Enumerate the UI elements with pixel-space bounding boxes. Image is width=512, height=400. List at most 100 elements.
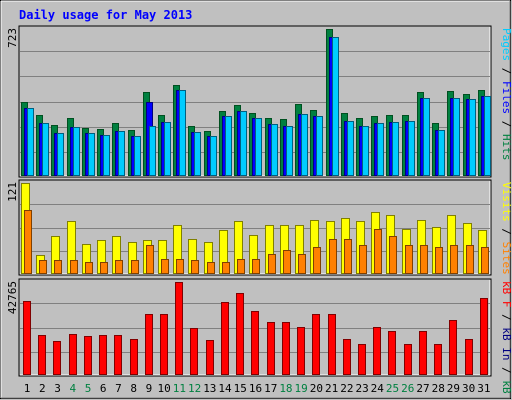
legend-top: Pages / Files / Hits xyxy=(500,28,512,161)
bar-sites-10 xyxy=(161,259,169,274)
bar-kb-f-6 xyxy=(99,335,107,375)
bar-kb-f-25 xyxy=(388,331,396,375)
x-tick-label-13: 13 xyxy=(203,382,216,395)
bar-kb-f-21 xyxy=(328,314,336,375)
scale-label-top: 723 xyxy=(6,28,19,48)
bar-sites-28 xyxy=(435,247,443,274)
bar-kb-f-5 xyxy=(84,336,92,375)
x-tick-label-10: 10 xyxy=(158,382,171,395)
legend-part: Sites xyxy=(500,242,512,275)
bar-kb-f-7 xyxy=(114,335,122,375)
bar-pages-9 xyxy=(149,126,156,176)
x-tick-label-1: 1 xyxy=(24,382,31,395)
bar-kb-f-9 xyxy=(145,314,153,375)
bar-sites-8 xyxy=(131,260,139,274)
x-tick-label-26: 26 xyxy=(401,382,414,395)
bar-pages-14 xyxy=(225,116,232,176)
x-tick-label-23: 23 xyxy=(355,382,368,395)
legend-part: kB In xyxy=(500,327,512,360)
bar-pages-15 xyxy=(240,111,247,176)
bar-pages-24 xyxy=(377,123,384,176)
bar-pages-26 xyxy=(408,121,415,176)
x-tick-label-27: 27 xyxy=(416,382,429,395)
bar-pages-20 xyxy=(316,116,323,176)
bar-pages-23 xyxy=(362,126,369,176)
x-tick-label-20: 20 xyxy=(310,382,323,395)
x-tick-label-5: 5 xyxy=(85,382,92,395)
bar-sites-3 xyxy=(54,260,62,274)
legend-part: / xyxy=(500,308,512,328)
bar-kb-f-17 xyxy=(267,322,275,375)
bar-kb-f-2 xyxy=(38,335,46,375)
bar-kb-f-8 xyxy=(130,339,138,375)
bar-sites-27 xyxy=(420,245,428,274)
bar-sites-2 xyxy=(39,260,47,274)
bar-pages-31 xyxy=(484,96,491,176)
bar-kb-f-28 xyxy=(434,344,442,375)
bar-sites-23 xyxy=(359,245,367,274)
bar-kb-f-1 xyxy=(23,301,31,375)
bar-pages-16 xyxy=(255,118,262,176)
panel-middle: 121 Visits / Sites xyxy=(6,179,512,276)
bar-sites-30 xyxy=(466,245,474,274)
bar-kb-f-26 xyxy=(404,344,412,375)
legend-bottom: kB F / kB In / kB Out xyxy=(500,281,512,400)
bar-pages-8 xyxy=(134,136,141,176)
x-tick-label-22: 22 xyxy=(340,382,353,395)
x-tick-label-7: 7 xyxy=(115,382,122,395)
bar-sites-19 xyxy=(298,254,306,274)
bar-pages-22 xyxy=(347,121,354,176)
bar-pages-2 xyxy=(42,123,49,176)
bar-pages-13 xyxy=(210,136,217,176)
bar-pages-12 xyxy=(194,132,201,176)
x-tick-label-2: 2 xyxy=(39,382,46,395)
x-tick-label-24: 24 xyxy=(371,382,385,395)
bar-sites-16 xyxy=(252,259,260,274)
bar-sites-12 xyxy=(191,260,199,274)
bar-kb-f-20 xyxy=(312,314,320,375)
bar-kb-f-13 xyxy=(206,340,214,375)
bar-sites-20 xyxy=(313,247,321,274)
legend-part: Pages xyxy=(500,28,512,61)
bar-sites-18 xyxy=(283,250,291,274)
legend-part: / xyxy=(500,361,512,381)
bar-sites-5 xyxy=(85,262,93,274)
bar-sites-9 xyxy=(146,245,154,274)
bar-kb-f-3 xyxy=(53,341,61,375)
legend-part: kB Out xyxy=(500,380,512,400)
x-tick-label-3: 3 xyxy=(54,382,61,395)
bar-sites-26 xyxy=(405,245,413,274)
scale-label-bottom: 42765 xyxy=(6,281,19,314)
legend-part: kB F xyxy=(500,281,512,308)
bar-kb-f-16 xyxy=(251,311,259,375)
bar-sites-4 xyxy=(70,260,78,274)
bar-kb-f-23 xyxy=(358,344,366,375)
bar-sites-13 xyxy=(207,262,215,274)
bar-sites-7 xyxy=(115,260,123,274)
bar-pages-19 xyxy=(301,114,308,176)
x-tick-label-25: 25 xyxy=(386,382,399,395)
bar-pages-1 xyxy=(27,108,34,176)
bar-pages-10 xyxy=(164,122,171,176)
bar-pages-3 xyxy=(57,133,64,176)
bar-kb-f-18 xyxy=(282,322,290,375)
bar-kb-f-11 xyxy=(175,282,183,375)
x-tick-label-9: 9 xyxy=(146,382,153,395)
chart-title: Daily usage for May 2013 xyxy=(19,8,192,22)
legend-part: / xyxy=(500,61,512,81)
legend-part: Files xyxy=(500,81,512,114)
bar-sites-25 xyxy=(389,236,397,274)
bar-kb-f-31 xyxy=(480,298,488,375)
bar-sites-6 xyxy=(100,262,108,274)
bar-pages-29 xyxy=(453,98,460,176)
bar-pages-18 xyxy=(286,126,293,176)
x-tick-label-19: 19 xyxy=(295,382,308,395)
bar-pages-7 xyxy=(118,131,125,176)
bar-pages-4 xyxy=(73,127,80,176)
x-tick-label-30: 30 xyxy=(462,382,475,395)
x-tick-label-21: 21 xyxy=(325,382,338,395)
bar-kb-f-29 xyxy=(449,320,457,375)
legend-part: Visits xyxy=(500,182,512,222)
bar-pages-17 xyxy=(271,124,278,176)
bar-kb-f-15 xyxy=(236,293,244,375)
